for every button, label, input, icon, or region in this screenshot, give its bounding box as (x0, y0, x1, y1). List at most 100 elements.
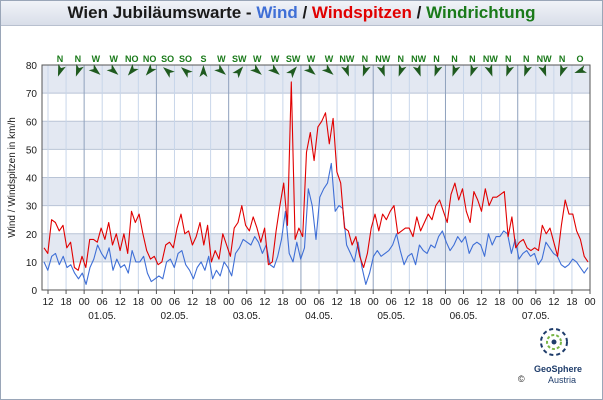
title-separator: / (416, 3, 422, 22)
x-tick-label: 00 (584, 297, 596, 308)
direction-label: SO (179, 54, 192, 64)
x-tick-label: 12 (259, 297, 271, 308)
x-tick-label: 12 (548, 297, 560, 308)
wind-direction-arrow-icon (75, 63, 84, 77)
direction-label: N (469, 54, 476, 64)
direction-label: NW (483, 54, 498, 64)
x-tick-label: 06 (313, 297, 325, 308)
x-tick-label: 18 (61, 297, 73, 308)
x-tick-label: 18 (566, 297, 578, 308)
x-tick-label: 06 (97, 297, 109, 308)
x-tick-label: 00 (512, 297, 524, 308)
wind-direction-arrow-icon (362, 63, 371, 77)
wind-direction-arrow-icon (470, 63, 479, 77)
logo-name: GeoSphere (534, 364, 583, 374)
x-tick-label: 12 (404, 297, 416, 308)
x-tick-label: 12 (115, 297, 127, 308)
wind-direction-arrow-icon (214, 64, 226, 75)
x-tick-label: 00 (368, 297, 380, 308)
x-tick-label: 00 (151, 297, 163, 308)
y-tick-label: 60 (26, 117, 38, 128)
wind-direction-arrow-icon (162, 67, 175, 78)
series-line-windspitzen (43, 81, 589, 271)
direction-label: W (92, 54, 101, 64)
y-tick-label: 70 (26, 89, 38, 100)
chart-title: Wien Jubiläumswarte - Wind / Windspitzen… (1, 1, 602, 26)
title-separator: / (302, 3, 308, 22)
title-direction: Windrichtung (426, 3, 536, 22)
wind-direction-arrow-icon (180, 67, 193, 78)
wind-direction-arrow-icon (560, 63, 568, 77)
copyright: © (518, 374, 525, 384)
y-tick-label: 40 (26, 174, 38, 185)
x-tick-label: 18 (277, 297, 289, 308)
series-line-wind (43, 162, 589, 285)
wind-direction-arrow-icon (452, 63, 461, 77)
title-station: Wien Jubiläumswarte - (67, 3, 252, 22)
direction-label: N (75, 54, 82, 64)
x-tick-label: 00 (223, 297, 235, 308)
wind-direction-arrow-icon (106, 64, 119, 75)
x-tick-label: 12 (42, 297, 54, 308)
direction-label: N (433, 54, 440, 64)
x-tick-label: 18 (133, 297, 145, 308)
x-tick-label: 12 (476, 297, 488, 308)
wind-direction-arrow-icon (398, 63, 407, 77)
x-tick-label: 12 (332, 297, 344, 308)
wind-direction-arrow-icon (484, 63, 493, 77)
x-tick-label: 00 (440, 297, 452, 308)
x-day-label: 01.05. (88, 311, 116, 322)
direction-label: S (200, 54, 206, 64)
y-tick-label: 80 (26, 61, 38, 72)
y-tick-label: 50 (26, 145, 38, 156)
plot-border (41, 64, 591, 291)
direction-label: NW (375, 54, 390, 64)
direction-label: W (217, 54, 226, 64)
direction-label: NW (411, 54, 426, 64)
y-tick-label: 10 (26, 258, 38, 269)
wind-direction-arrow-icon (127, 63, 139, 76)
wind-direction-arrow-icon (376, 63, 385, 77)
direction-label: NW (537, 54, 552, 64)
x-tick-label: 00 (295, 297, 307, 308)
direction-label: N (451, 54, 458, 64)
y-tick-label: 20 (26, 230, 38, 241)
wind-direction-arrow-icon (303, 64, 316, 75)
direction-label: SO (161, 54, 174, 64)
x-day-label: 03.05. (233, 311, 261, 322)
x-day-label: 02.05. (161, 311, 189, 322)
direction-label: W (325, 54, 334, 64)
y-tick-label: 0 (31, 286, 37, 297)
x-tick-label: 06 (169, 297, 181, 308)
direction-label: W (253, 54, 262, 64)
wind-direction-arrow-icon (412, 63, 421, 77)
x-tick-label: 18 (494, 297, 506, 308)
wind-direction-arrow-icon (286, 66, 297, 79)
title-wind: Wind (256, 3, 298, 22)
x-day-label: 07.05. (522, 311, 550, 322)
x-day-label: 05.05. (377, 311, 405, 322)
y-axis-label: Wind / Windspitzen in km/h (7, 117, 18, 238)
wind-direction-arrow-icon (232, 66, 244, 79)
direction-label: N (362, 54, 369, 64)
x-tick-label: 18 (205, 297, 217, 308)
wind-direction-arrow-icon (250, 64, 262, 75)
wind-direction-arrow-icon (341, 63, 349, 77)
wind-direction-arrow-icon (145, 63, 157, 76)
direction-label: W (271, 54, 280, 64)
wind-direction-arrow-icon (199, 65, 208, 77)
logo-sub: Austria (548, 375, 577, 385)
direction-label: N (559, 54, 566, 64)
wind-direction-arrow-icon (268, 64, 280, 75)
x-tick-label: 06 (241, 297, 253, 308)
x-day-label: 06.05. (450, 311, 478, 322)
wind-direction-arrow-icon (88, 64, 101, 75)
direction-label: W (110, 54, 119, 64)
x-tick-label: 18 (422, 297, 434, 308)
direction-label: N (57, 54, 64, 64)
x-tick-label: 18 (350, 297, 362, 308)
x-tick-label: 06 (458, 297, 470, 308)
x-day-label: 04.05. (305, 311, 333, 322)
direction-label: N (505, 54, 512, 64)
